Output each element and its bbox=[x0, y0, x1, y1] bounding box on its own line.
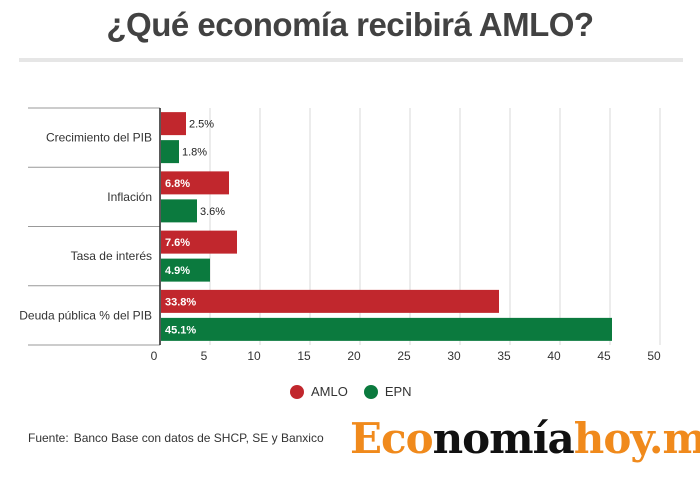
legend-label-epn: EPN bbox=[384, 384, 412, 399]
legend-item-epn: EPN bbox=[363, 384, 412, 399]
data-label-amlo-0: 2.5% bbox=[189, 119, 214, 131]
x-tick-label-7: 35 bbox=[497, 349, 511, 363]
source-note: Fuente: Banco Base con datos de SHCP, SE … bbox=[28, 431, 324, 445]
x-tick-label-6: 30 bbox=[447, 349, 461, 363]
bar-amlo-3 bbox=[161, 289, 499, 313]
legend-dot-amlo bbox=[290, 384, 304, 399]
data-label-epn-3: 45.1% bbox=[165, 324, 196, 336]
title-divider bbox=[19, 58, 683, 62]
x-tick-label-4: 20 bbox=[347, 349, 361, 363]
bar-amlo-0 bbox=[161, 112, 186, 136]
x-tick-label-9: 45 bbox=[597, 349, 611, 363]
data-label-epn-1: 3.6% bbox=[200, 206, 225, 218]
bar-chart: 0 5 10 15 20 25 30 35 40 45 50 Crecimiento del PIB 2… bbox=[19, 107, 661, 363]
bar-epn-3 bbox=[161, 317, 612, 341]
data-label-amlo-2: 7.6% bbox=[165, 237, 190, 249]
x-tick-label-0: 0 bbox=[151, 349, 158, 363]
x-tick-label-5: 25 bbox=[397, 349, 411, 363]
data-label-amlo-1: 6.8% bbox=[165, 178, 190, 190]
data-label-amlo-3: 33.8% bbox=[165, 296, 196, 308]
legend-dot-epn bbox=[363, 384, 378, 399]
bar-epn-1 bbox=[161, 199, 197, 223]
x-tick-label-2: 10 bbox=[247, 349, 261, 363]
chart-title: ¿Qué economía recibirá AMLO? bbox=[106, 6, 594, 43]
logo-part-1: Eco bbox=[350, 414, 434, 463]
bar-epn-0 bbox=[161, 140, 179, 164]
category-label-2: Tasa de interés bbox=[71, 249, 152, 263]
data-label-epn-0: 1.8% bbox=[182, 147, 207, 159]
data-label-epn-2: 4.9% bbox=[165, 265, 190, 277]
x-tick-label-3: 15 bbox=[297, 349, 311, 363]
legend-item-amlo: AMLO bbox=[290, 384, 348, 399]
category-label-0: Crecimiento del PIB bbox=[46, 131, 152, 145]
category-label-3: Deuda pública % del PIB bbox=[19, 308, 152, 322]
x-tick-label-1: 5 bbox=[201, 349, 208, 363]
bar-amlo-1 bbox=[161, 171, 229, 195]
logo-part-2: nomía bbox=[432, 414, 575, 463]
x-tick-label-8: 40 bbox=[547, 349, 561, 363]
logo-part-3: hoy.mx bbox=[573, 414, 700, 463]
brand-logo: Economíahoy.mx bbox=[350, 418, 700, 460]
chart-legend: AMLO EPN bbox=[290, 384, 428, 399]
bar-epn-2 bbox=[161, 258, 210, 282]
source-label: Fuente: bbox=[28, 431, 69, 445]
bar-amlo-2 bbox=[161, 230, 237, 254]
legend-label-amlo: AMLO bbox=[311, 384, 348, 399]
x-tick-label-10: 50 bbox=[647, 349, 661, 363]
source-text: Banco Base con datos de SHCP, SE y Banxi… bbox=[73, 431, 324, 445]
category-label-1: Inflación bbox=[107, 190, 152, 204]
